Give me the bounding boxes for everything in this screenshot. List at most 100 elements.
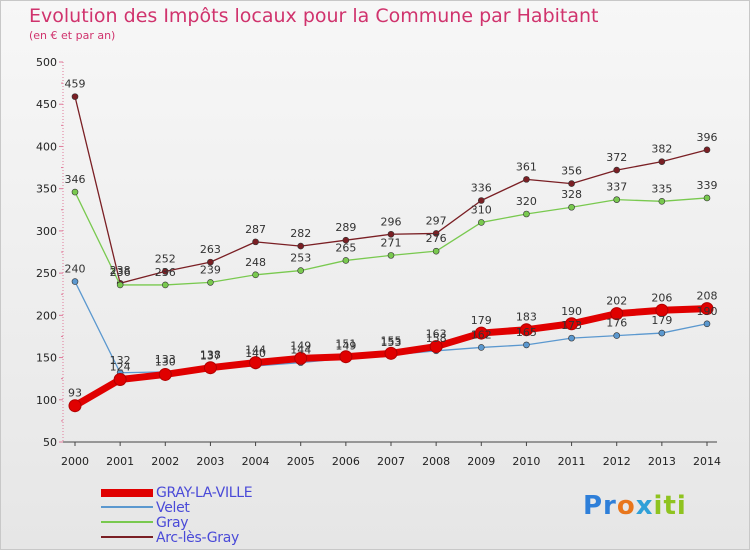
data-label-arc-les-gray-2013: 382: [651, 143, 672, 156]
legend-label-arc-les-gray: Arc-lès-Gray: [156, 530, 240, 546]
data-label-gray-la-ville-2000: 93: [68, 387, 82, 400]
series-gray: [71, 188, 711, 289]
point-gray-la-ville-2007: [384, 346, 398, 360]
data-label-gray-la-ville-2001: 124: [110, 361, 131, 374]
point-arc-les-gray-2007: [387, 230, 395, 238]
point-gray-2001: [116, 281, 124, 289]
x-tick-label-2001: 2001: [106, 455, 134, 468]
x-tick-label-2000: 2000: [61, 455, 89, 468]
data-label-gray-2006: 265: [335, 241, 356, 254]
y-tick-label-50: 50: [43, 436, 57, 449]
axes: 50 100 150 200 250 300 350 400 450 500 2000 2001 200…: [36, 56, 721, 468]
x-tick-label-2003: 2003: [196, 455, 224, 468]
data-label-velet-2005: 144: [290, 344, 311, 357]
data-label-gray-la-ville-2013: 206: [651, 291, 672, 304]
data-label-gray-la-ville-2009: 179: [471, 314, 492, 327]
point-gray-la-ville-2009: [474, 326, 488, 340]
data-label-gray-la-ville-2012: 202: [606, 295, 627, 308]
point-arc-les-gray-2003: [207, 258, 214, 266]
point-gray-la-ville-2005: [294, 351, 308, 365]
data-label-arc-les-gray-2000: 459: [65, 78, 86, 91]
data-label-velet-2002: 133: [155, 353, 176, 366]
point-gray-la-ville-2008: [429, 340, 443, 354]
legend-swatch-velet: [101, 506, 153, 508]
point-gray-la-ville-2012: [610, 307, 624, 321]
chart-title: Evolution des Impôts locaux pour la Comm…: [29, 5, 599, 27]
data-label-gray-la-ville-2003: 138: [200, 349, 221, 362]
proxiti-logo: Proxiti: [583, 491, 687, 521]
y-tick-label-100: 100: [36, 394, 57, 407]
point-gray-la-ville-2011: [565, 317, 579, 331]
point-velet-2011: [568, 334, 575, 342]
x-tick-label-2013: 2013: [648, 455, 676, 468]
data-label-arc-les-gray-2002: 252: [155, 252, 176, 265]
point-arc-les-gray-2006: [342, 236, 350, 244]
point-gray-2009: [477, 219, 485, 226]
data-label-gray-2002: 236: [155, 266, 176, 279]
point-gray-la-ville-2004: [249, 356, 263, 370]
point-gray-2008: [432, 247, 440, 255]
point-gray-2012: [613, 196, 621, 203]
legend-item-gray: Gray: [101, 515, 361, 531]
point-gray-2004: [252, 271, 259, 279]
data-label-gray-2003: 239: [200, 263, 221, 276]
data-label-gray-2012: 337: [606, 181, 627, 194]
point-velet-2012: [613, 332, 621, 339]
point-gray-2002: [161, 281, 169, 289]
data-label-gray-2004: 248: [245, 256, 266, 269]
point-arc-les-gray-2010: [523, 176, 530, 183]
data-label-gray-la-ville-2006: 151: [335, 338, 356, 351]
data-label-gray-2010: 320: [516, 195, 537, 208]
y-tick-label-450: 450: [36, 98, 57, 111]
legend-item-velet: Velet: [101, 500, 361, 516]
data-label-arc-les-gray-2001: 238: [110, 264, 131, 277]
data-label-velet-2010: 165: [516, 326, 537, 339]
data-label-arc-les-gray-2006: 289: [335, 221, 356, 234]
point-gray-2006: [342, 257, 350, 264]
data-label-velet-2003: 137: [200, 350, 221, 363]
point-gray-la-ville-2002: [158, 367, 172, 381]
data-label-velet-2001: 132: [110, 354, 131, 367]
point-arc-les-gray-2011: [568, 180, 575, 187]
point-gray-2000: [71, 188, 79, 196]
data-label-velet-2014: 190: [697, 305, 718, 318]
point-arc-les-gray-2004: [252, 238, 259, 246]
point-velet-2010: [523, 341, 530, 349]
point-gray-la-ville-2014: [700, 302, 714, 316]
y-tick-label-500: 500: [36, 56, 57, 69]
legend: GRAY-LA-VILLE Velet Gray Arc-lès-Gray: [101, 485, 361, 546]
logo-part-4: iti: [653, 491, 687, 521]
data-label-velet-2013: 179: [651, 314, 672, 327]
x-tick-label-2007: 2007: [377, 455, 405, 468]
data-label-gray-la-ville-2007: 155: [381, 334, 402, 347]
y-tick-label-150: 150: [36, 352, 57, 365]
point-arc-les-gray-2000: [71, 93, 79, 100]
logo-part-2: o: [616, 491, 636, 521]
legend-swatch-arc-les-gray: [101, 536, 153, 538]
point-gray-2007: [387, 252, 395, 259]
data-label-gray-la-ville-2002: 130: [155, 355, 176, 368]
legend-label-velet: Velet: [156, 500, 190, 516]
data-label-arc-les-gray-2011: 356: [561, 165, 582, 178]
point-gray-la-ville-2003: [203, 361, 217, 375]
point-gray-2011: [568, 203, 575, 211]
x-tick-label-2009: 2009: [467, 455, 495, 468]
data-label-velet-2009: 162: [471, 328, 492, 341]
x-tick-label-2010: 2010: [512, 455, 540, 468]
data-label-arc-les-gray-2004: 287: [245, 223, 266, 236]
data-label-gray-la-ville-2008: 163: [426, 328, 447, 341]
x-tick-label-2004: 2004: [242, 455, 270, 468]
data-label-velet-2000: 240: [65, 263, 86, 276]
x-tick-label-2008: 2008: [422, 455, 450, 468]
point-gray-2005: [297, 267, 305, 274]
point-velet-2009: [477, 344, 485, 351]
legend-item-gray-la-ville: GRAY-LA-VILLE: [101, 485, 361, 501]
point-gray-la-ville-2000: [68, 399, 82, 413]
point-velet-2013: [658, 329, 666, 337]
point-arc-les-gray-2005: [297, 242, 305, 250]
point-gray-2014: [703, 194, 711, 202]
x-tick-label-2014: 2014: [693, 455, 721, 468]
legend-swatch-gray: [101, 521, 153, 523]
y-tick-label-300: 300: [36, 225, 57, 238]
data-label-gray-la-ville-2004: 144: [245, 344, 266, 357]
